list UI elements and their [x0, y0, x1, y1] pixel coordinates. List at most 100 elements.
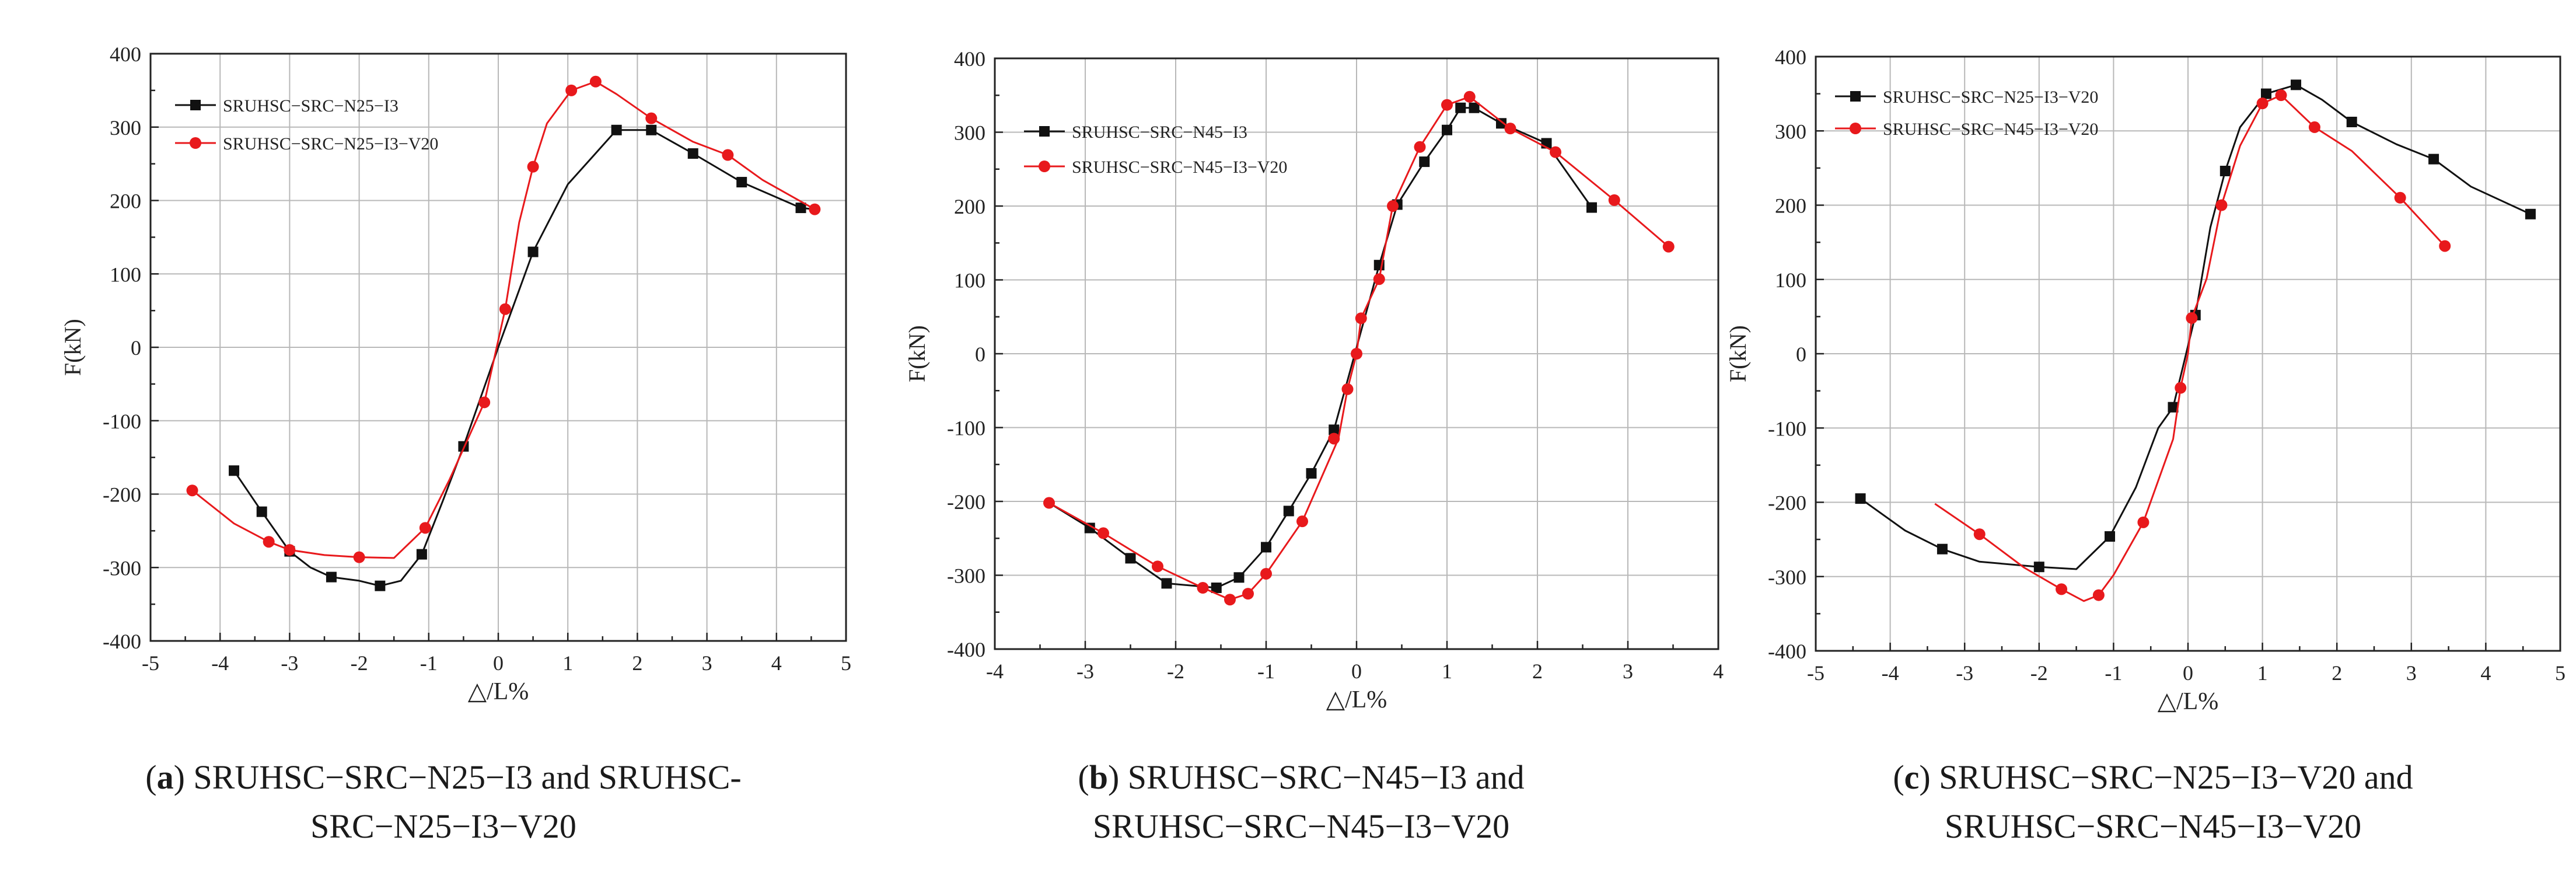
- x-tick-label: 3: [2406, 661, 2417, 685]
- data-point: [565, 84, 578, 96]
- data-point: [2105, 531, 2116, 542]
- y-tick-label: -300: [103, 556, 141, 580]
- data-point: [2186, 312, 2198, 324]
- data-point: [722, 149, 734, 161]
- series-line: [1934, 94, 2446, 602]
- data-point: [1442, 124, 1452, 135]
- caption-c: (c) SRUHSC−SRC−N25−I3−V20 and SRUHSC−SRC…: [1893, 758, 2413, 845]
- data-point: [1608, 194, 1620, 206]
- data-point: [229, 465, 240, 476]
- data-point: [1463, 90, 1476, 103]
- data-point: [1441, 99, 1453, 111]
- x-axis-label: △/L%: [1326, 686, 1387, 713]
- x-tick-label: 0: [1351, 660, 1362, 683]
- y-tick-label: -100: [1768, 417, 1806, 440]
- data-point: [375, 580, 386, 591]
- series-1: [1048, 102, 1597, 594]
- data-point: [2428, 154, 2439, 165]
- data-point: [1306, 468, 1317, 479]
- data-point: [1504, 123, 1516, 135]
- data-point: [1469, 102, 1480, 113]
- data-point: [326, 571, 337, 583]
- legend-marker: [190, 100, 201, 110]
- series-2: [1043, 90, 1675, 606]
- data-point: [2525, 208, 2536, 219]
- data-point: [646, 124, 657, 135]
- y-tick-label: 200: [954, 195, 985, 218]
- data-point: [589, 75, 602, 88]
- x-tick-label: 3: [1623, 660, 1633, 683]
- data-point: [1260, 567, 1272, 580]
- data-point: [1387, 200, 1399, 212]
- data-point: [1855, 493, 1866, 504]
- y-tick-label: -200: [1768, 491, 1806, 515]
- data-point: [419, 522, 431, 534]
- data-point: [1097, 527, 1109, 539]
- x-tick-label: 1: [2257, 661, 2268, 685]
- series-2: [1934, 89, 2451, 602]
- data-point: [1455, 102, 1466, 113]
- y-tick-label: 0: [1796, 343, 1806, 366]
- data-point: [2346, 116, 2357, 127]
- y-tick-label: 100: [1775, 269, 1806, 292]
- panel-a: -5 -4 -3 -2 -1 0 1 2 3 4 5 -400 -300 -200 -100 0 100 200 3…: [0, 0, 864, 896]
- data-point: [263, 536, 275, 548]
- x-tick-label: 4: [1713, 660, 1724, 683]
- y-tick-label: 100: [110, 263, 141, 286]
- y-tick-label: 200: [1775, 194, 1806, 218]
- ticks: [994, 57, 1719, 650]
- x-tick-label: -5: [1807, 661, 1824, 685]
- y-axis-label: F(kN): [904, 325, 930, 382]
- legend-label: SRUHSC−SRC−N45−I3−V20: [1883, 120, 2098, 139]
- data-point: [645, 112, 658, 124]
- x-tick-label: 3: [702, 651, 712, 675]
- data-point: [2137, 516, 2149, 528]
- y-tick-label: -300: [1768, 566, 1806, 589]
- data-point: [527, 246, 539, 257]
- legend: SRUHSC−SRC−N45−I3 SRUHSC−SRC−N45−I3−V20: [1024, 123, 1287, 177]
- data-point: [1414, 141, 1426, 153]
- y-tick-label: 400: [110, 43, 141, 66]
- x-tick-label: 5: [2555, 661, 2565, 685]
- data-point: [1662, 240, 1675, 253]
- caption-a: (a) SRUHSC−SRC−N25−I3 and SRUHSC- SRC−N2…: [145, 758, 742, 845]
- y-tick-label: 100: [954, 269, 985, 292]
- x-tick-label: -5: [142, 651, 159, 675]
- x-tick-label: 1: [1442, 660, 1452, 683]
- x-tick-label: -1: [1257, 660, 1275, 683]
- x-tick-label: 2: [1532, 660, 1543, 683]
- data-point: [1161, 578, 1172, 589]
- data-point: [1419, 156, 1430, 168]
- x-tick-label: -4: [211, 651, 229, 675]
- data-point: [1043, 497, 1055, 509]
- x-tick-label: -4: [986, 660, 1004, 683]
- x-axis-label: △/L%: [2158, 688, 2219, 715]
- panel-c: -5 -4 -3 -2 -1 0 1 2 3 4 5 -400 -300 -200 -100 0 100 200 3…: [1725, 0, 2576, 896]
- x-tick-label: -2: [351, 651, 368, 675]
- legend-marker: [1039, 126, 1050, 137]
- data-point: [687, 148, 698, 159]
- chart-a: -5 -4 -3 -2 -1 0 1 2 3 4 5 -400 -300 -200 -100 0 100 200 3…: [60, 43, 851, 705]
- series-line: [191, 81, 816, 559]
- data-point: [1341, 383, 1354, 395]
- x-tick-label: 0: [493, 651, 504, 675]
- legend-label: SRUHSC−SRC−N45−I3−V20: [1072, 158, 1287, 177]
- data-point: [499, 303, 511, 315]
- data-point: [2439, 240, 2451, 252]
- y-tick-label: -200: [947, 490, 985, 514]
- data-point: [1586, 202, 1597, 213]
- ticks: [1815, 55, 2561, 652]
- legend-label: SRUHSC−SRC−N25−I3−V20: [223, 134, 438, 154]
- data-point: [2092, 589, 2105, 601]
- data-point: [1084, 522, 1095, 534]
- data-point: [1355, 312, 1367, 325]
- data-point: [1152, 560, 1163, 573]
- legend-label: SRUHSC−SRC−N25−I3: [223, 96, 399, 116]
- data-point: [2275, 89, 2287, 102]
- legend: SRUHSC−SRC−N25−I3−V20 SRUHSC−SRC−N45−I3−V…: [1835, 88, 2098, 139]
- data-point: [256, 506, 267, 517]
- x-tick-label: -2: [2030, 661, 2048, 685]
- y-tick-label: -200: [103, 483, 141, 507]
- data-point: [284, 544, 296, 556]
